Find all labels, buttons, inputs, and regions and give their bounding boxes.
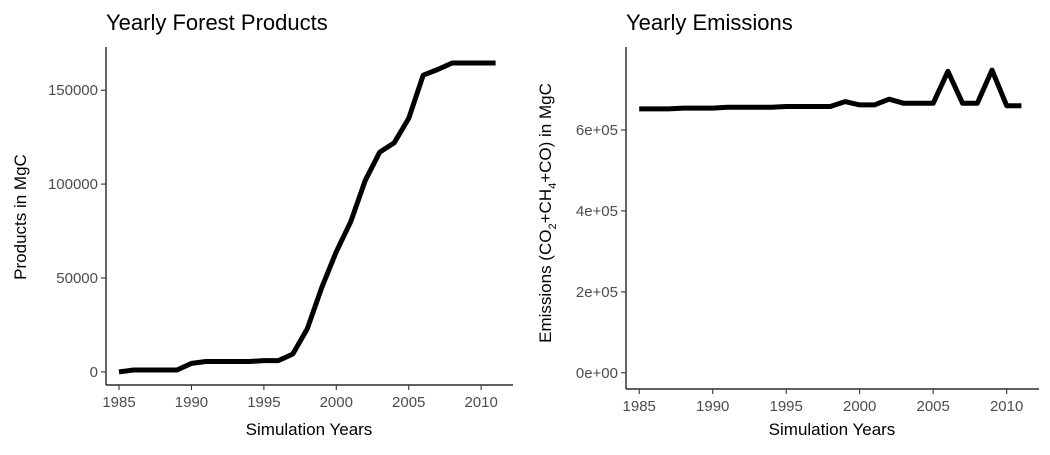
chart-panel-products: Yearly Forest Products 0 50000 100000 15000… [11,10,513,439]
x-axis: 1985 1990 1995 2000 2005 2010 [102,384,513,411]
series-line [118,60,496,375]
x-axis-label: Simulation Years [769,420,896,439]
y-tick-label: 50000 [56,270,98,287]
y-axis-label: Emissions (CO2+CH4+CO) in MgC [536,83,559,343]
chart-title: Yearly Forest Products [106,10,328,35]
x-tick-label: 2000 [843,398,876,415]
y-tick-label: 6e+05 [576,122,618,139]
y-axis-label-subscript: 4 [547,183,559,189]
y-tick-label: 4e+05 [576,203,618,220]
x-axis: 1985 1990 1995 2000 2005 2010 [623,388,1039,415]
x-tick-label: 2010 [990,398,1023,415]
x-tick-label: 2005 [392,394,425,411]
x-tick-label: 1985 [623,398,656,415]
y-axis-label-subscript: 2 [547,223,559,229]
x-tick-label: 2005 [916,398,949,415]
x-tick-label: 1995 [770,398,803,415]
y-tick-label: 2e+05 [576,284,618,301]
chart-title: Yearly Emissions [626,10,793,35]
y-axis-label-part: Emissions (CO [536,230,555,343]
x-tick-label: 1990 [175,394,208,411]
x-tick-label: 1985 [102,394,135,411]
x-tick-label: 1990 [696,398,729,415]
x-tick-label: 2000 [320,394,353,411]
y-axis-label-part: +CH [536,189,555,223]
y-tick-label: 0 [90,364,98,381]
series-line-group [118,60,496,375]
x-tick-label: 2010 [464,394,497,411]
y-tick-label: 0e+00 [576,365,618,382]
y-axis-label: Products in MgC [11,154,30,280]
y-tick-label: 150000 [48,82,98,99]
y-axis: 0e+00 2e+05 4e+05 6e+05 [576,47,627,389]
series-line [639,67,1022,112]
x-tick-label: 1995 [247,394,280,411]
y-axis-label-part: +CO) in MgC [536,83,555,183]
series-line-group [639,67,1022,112]
chart-panel-emissions: Yearly Emissions 0e+00 2e+05 4e+05 6e+05 19… [536,10,1039,439]
x-axis-label: Simulation Years [246,420,373,439]
y-tick-label: 100000 [48,176,98,193]
y-axis: 0 50000 100000 150000 [48,47,107,385]
